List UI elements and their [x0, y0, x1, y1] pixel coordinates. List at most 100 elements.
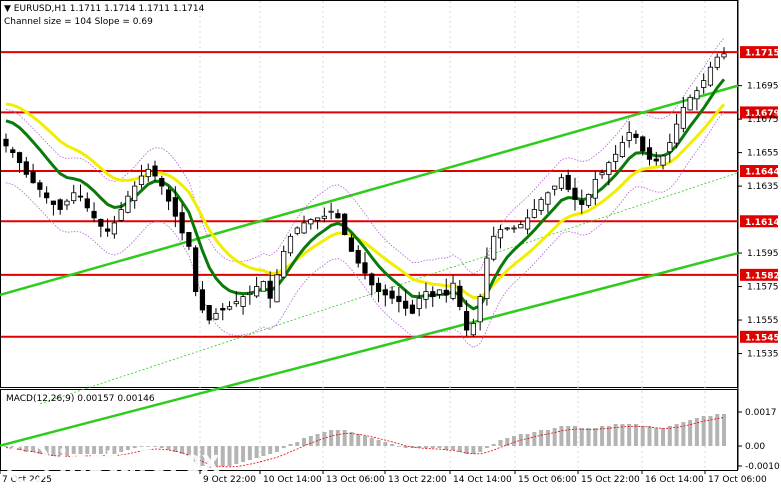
macd-bar — [207, 446, 212, 468]
macd-bar — [356, 434, 361, 446]
level-lines: 1.1715 1.1679 1.1644 1.1614 1.1582 1.1545 — [1, 46, 780, 343]
macd-bar — [363, 436, 367, 446]
logo-tagline: Instant Forex Trading — [58, 475, 164, 486]
candle-body — [511, 227, 517, 230]
bollinger-upper-band — [5, 37, 725, 275]
candle-body — [457, 285, 463, 308]
macd-bar — [586, 428, 591, 446]
candle-body — [132, 185, 138, 202]
time-tick-label: 15 Oct 22:00 — [581, 475, 640, 485]
macd-bar — [268, 446, 273, 454]
candle-body — [409, 304, 416, 314]
time-tick-label: 10 Oct 14:00 — [263, 475, 322, 485]
candle-body — [667, 142, 673, 153]
candle-body — [694, 90, 700, 100]
candle-body — [172, 197, 178, 217]
candle-body — [57, 199, 63, 210]
bollinger-bands — [5, 37, 725, 349]
candle-body — [545, 192, 551, 205]
candle-body — [633, 133, 639, 138]
macd-bar — [437, 446, 442, 448]
candle-body — [687, 96, 693, 111]
macd-bar — [71, 446, 76, 454]
candle-body — [626, 132, 632, 141]
macd-bar — [430, 446, 435, 448]
macd-bar — [620, 424, 625, 446]
candle-body — [450, 282, 456, 299]
macd-bar — [295, 442, 300, 446]
macd-tick-label: 0.0017 — [745, 408, 777, 418]
macd-signal-value: 0.00146 — [117, 394, 155, 404]
candle-body — [91, 210, 97, 219]
price-tick-label: 1.1655 — [747, 149, 779, 159]
macd-bar — [146, 446, 151, 447]
logo-emblem-icon — [6, 441, 50, 485]
candle-body — [430, 291, 436, 298]
macd-bar — [254, 446, 259, 458]
candle-body — [470, 322, 476, 336]
candle-body — [30, 171, 36, 184]
macd-bar — [451, 446, 456, 450]
candle-body — [613, 153, 619, 162]
candle-body — [606, 162, 612, 175]
candle-body — [179, 212, 185, 234]
macd-bar — [457, 446, 462, 452]
macd-bar — [112, 446, 117, 454]
macd-bar — [390, 444, 395, 446]
candle-body — [50, 200, 57, 205]
candle-body — [572, 187, 578, 200]
ma-slow-line — [5, 102, 726, 300]
candle-body — [240, 296, 246, 307]
time-tick-label: 14 Oct 14:00 — [453, 475, 512, 485]
macd-bar — [44, 446, 49, 456]
candle-body — [220, 308, 226, 311]
candle-body — [16, 152, 23, 164]
candle-body — [199, 289, 206, 311]
macd-bar — [572, 426, 577, 446]
channel-mid-line — [39, 172, 739, 405]
macd-bar — [166, 446, 171, 450]
macd-bar — [627, 424, 632, 446]
price-tick-label: 1.1635 — [747, 182, 779, 192]
macd-bar — [708, 416, 713, 446]
macd-bar — [383, 442, 388, 446]
candle-body — [524, 217, 531, 230]
macd-bar — [98, 446, 103, 454]
candle-body — [105, 228, 111, 232]
time-tick-label: 9 Oct 22:00 — [203, 475, 256, 485]
candle-body — [165, 189, 172, 202]
macd-tick-label: -0.0010 — [745, 462, 780, 472]
macd-header: MACD(12,26,9) 0.00157 0.00146 — [6, 394, 155, 404]
macd-bar — [200, 446, 205, 466]
macd-bar — [10, 446, 15, 448]
level-label: 1.1715 — [745, 49, 780, 59]
time-tick-label: 17 Oct 06:00 — [708, 475, 767, 485]
price-tick-label: 1.1555 — [747, 316, 779, 326]
channel-lines — [0, 84, 739, 447]
candle-body — [436, 289, 443, 295]
macd-bar — [51, 446, 56, 456]
price-tick-label: 1.1695 — [747, 82, 779, 92]
level-label: 1.1644 — [745, 168, 780, 178]
collapse-triangle-icon[interactable]: ▼ — [4, 4, 14, 14]
macd-label: MACD(12,26,9) — [6, 394, 75, 404]
candle-body — [423, 291, 429, 300]
candle-body — [247, 292, 253, 296]
macd-bar — [701, 416, 706, 446]
candle-body — [308, 219, 314, 225]
macd-bar — [329, 430, 334, 446]
level-label-box — [740, 330, 778, 343]
candle-body — [145, 168, 151, 178]
candle-body — [267, 280, 273, 299]
candle-body — [260, 281, 266, 292]
candle-body — [10, 149, 16, 154]
candle-body — [396, 295, 402, 303]
candle-body — [701, 80, 707, 88]
candle-body — [416, 297, 422, 309]
candle-body — [213, 312, 219, 320]
macd-bar — [261, 446, 266, 456]
candle-body — [226, 306, 233, 310]
candle-body — [558, 177, 565, 189]
candle-body — [680, 106, 686, 129]
macd-bar — [552, 428, 557, 446]
